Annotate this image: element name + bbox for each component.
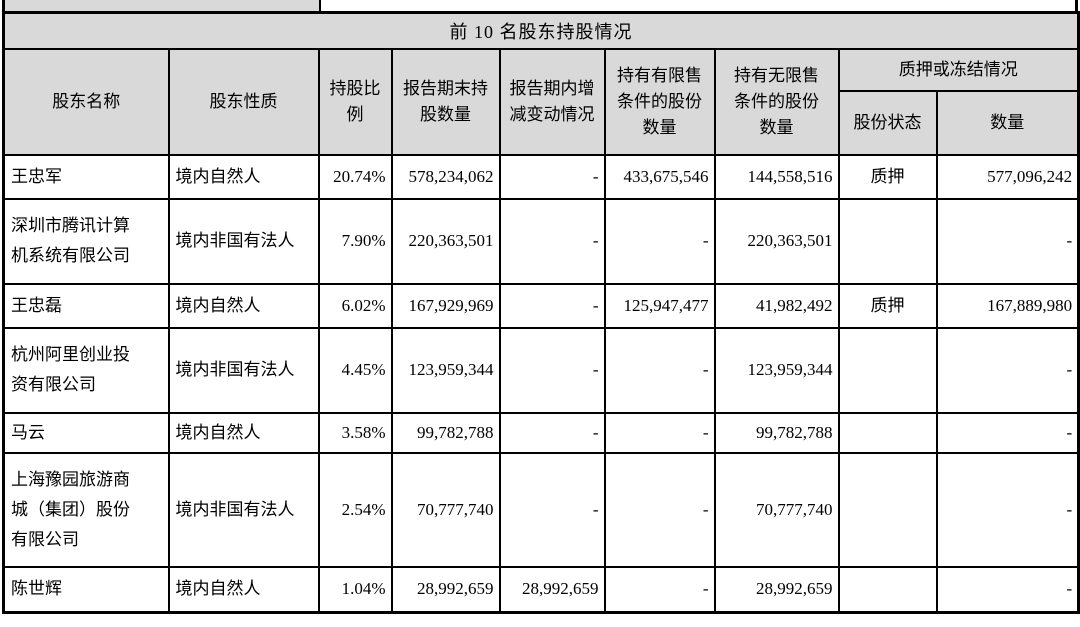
pledge-quantity-cell: 577,096,242: [935, 153, 1080, 200]
table-title: 前 10 名股东持股情况: [2, 11, 1080, 50]
header-shares-end-period: 报告期末持 股数量: [390, 47, 501, 156]
table-row: 深圳市腾讯计算 机系统有限公司 境内非国有法人 7.90% 220,363,50…: [2, 197, 1080, 285]
shareholder-nature-cell: 境内非国有法人: [167, 326, 320, 414]
table-row: 上海豫园旅游商 城（集团）股份 有限公司 境内非国有法人 2.54% 70,77…: [2, 451, 1080, 568]
table-row: 王忠磊 境内自然人 6.02% 167,929,969 - 125,947,47…: [2, 282, 1080, 329]
share-status-cell: [837, 565, 938, 614]
cutoff-table-row: [2, 0, 1078, 11]
unrestricted-shares-cell: 28,992,659: [713, 565, 840, 614]
change-cell: -: [498, 197, 606, 285]
header-row-top: 股东名称 股东性质 持股比 例 报告期末持 股数量 报告期内增 减变动情况 持有…: [2, 47, 1080, 156]
table-title-row: 前 10 名股东持股情况: [2, 11, 1080, 50]
shareholding-ratio-cell: 6.02%: [317, 282, 393, 329]
restricted-shares-cell: -: [603, 451, 716, 568]
pledge-quantity-cell: -: [935, 411, 1080, 454]
table-row: 王忠军 境内自然人 20.74% 578,234,062 - 433,675,5…: [2, 153, 1080, 200]
restricted-shares-cell: -: [603, 411, 716, 454]
pledge-quantity-cell: -: [935, 197, 1080, 285]
shareholder-nature-cell: 境内自然人: [167, 153, 320, 200]
shareholder-name-cell: 陈世辉: [2, 565, 170, 614]
restricted-shares-cell: -: [603, 326, 716, 414]
change-cell: 28,992,659: [498, 565, 606, 614]
shareholder-name-cell: 马云: [2, 411, 170, 454]
shareholder-nature-cell: 境内非国有法人: [167, 197, 320, 285]
shareholder-nature-cell: 境内自然人: [167, 282, 320, 329]
shareholder-name-cell: 上海豫园旅游商 城（集团）股份 有限公司: [2, 451, 170, 568]
table-row: 杭州阿里创业投 资有限公司 境内非国有法人 4.45% 123,959,344 …: [2, 326, 1080, 414]
shares-end-cell: 99,782,788: [390, 411, 501, 454]
shareholding-ratio-cell: 2.54%: [317, 451, 393, 568]
header-row-bottom: 股份状态 数量: [4, 89, 1080, 156]
shares-end-cell: 123,959,344: [390, 326, 501, 414]
shareholding-ratio-cell: 4.45%: [317, 326, 393, 414]
header-unrestricted-shares: 持有无限售 条件的股份 数量: [713, 47, 840, 156]
table-row: 马云 境内自然人 3.58% 99,782,788 - - 99,782,788…: [2, 411, 1080, 454]
change-cell: -: [498, 282, 606, 329]
header-share-status: 股份状态: [837, 89, 938, 156]
shareholder-name-cell: 王忠磊: [2, 282, 170, 329]
cutoff-cell-right: [321, 0, 1075, 11]
unrestricted-shares-cell: 144,558,516: [713, 153, 840, 200]
pledge-quantity-cell: -: [935, 451, 1080, 568]
shareholding-ratio-cell: 3.58%: [317, 411, 393, 454]
shareholding-ratio-cell: 20.74%: [317, 153, 393, 200]
shares-end-cell: 28,992,659: [390, 565, 501, 614]
header-shareholding-ratio: 持股比 例: [317, 47, 393, 156]
shareholder-name-cell: 深圳市腾讯计算 机系统有限公司: [2, 197, 170, 285]
header-pledge-or-freeze: 质押或冻结情况: [837, 47, 1080, 92]
header-pledge-quantity: 数量: [935, 89, 1080, 156]
shareholding-ratio-cell: 1.04%: [317, 565, 393, 614]
shareholder-name-cell: 杭州阿里创业投 资有限公司: [2, 326, 170, 414]
pledge-quantity-cell: 167,889,980: [935, 282, 1080, 329]
share-status-cell: 质押: [837, 153, 938, 200]
header-restricted-shares: 持有有限售 条件的股份 数量: [603, 47, 716, 156]
restricted-shares-cell: 433,675,546: [603, 153, 716, 200]
restricted-shares-cell: -: [603, 565, 716, 614]
shareholder-name-cell: 王忠军: [2, 153, 170, 200]
restricted-shares-cell: 125,947,477: [603, 282, 716, 329]
header-change-in-period: 报告期内增 减变动情况: [498, 47, 606, 156]
unrestricted-shares-cell: 220,363,501: [713, 197, 840, 285]
shareholder-nature-cell: 境内自然人: [167, 565, 320, 614]
unrestricted-shares-cell: 123,959,344: [713, 326, 840, 414]
change-cell: -: [498, 153, 606, 200]
change-cell: -: [498, 326, 606, 414]
share-status-cell: 质押: [837, 282, 938, 329]
share-status-cell: [837, 326, 938, 414]
shares-end-cell: 578,234,062: [390, 153, 501, 200]
share-status-cell: [837, 411, 938, 454]
pledge-quantity-cell: -: [935, 565, 1080, 614]
restricted-shares-cell: -: [603, 197, 716, 285]
change-cell: -: [498, 411, 606, 454]
shareholding-ratio-cell: 7.90%: [317, 197, 393, 285]
header-shareholder-name: 股东名称: [2, 47, 170, 156]
shareholder-nature-cell: 境内自然人: [167, 411, 320, 454]
cutoff-cell-left: [5, 0, 321, 11]
unrestricted-shares-cell: 41,982,492: [713, 282, 840, 329]
unrestricted-shares-cell: 99,782,788: [713, 411, 840, 454]
change-cell: -: [498, 451, 606, 568]
shares-end-cell: 220,363,501: [390, 197, 501, 285]
pledge-quantity-cell: -: [935, 326, 1080, 414]
table-row: 陈世辉 境内自然人 1.04% 28,992,659 28,992,659 - …: [2, 565, 1080, 614]
shares-end-cell: 167,929,969: [390, 282, 501, 329]
shareholder-nature-cell: 境内非国有法人: [167, 451, 320, 568]
shares-end-cell: 70,777,740: [390, 451, 501, 568]
unrestricted-shares-cell: 70,777,740: [713, 451, 840, 568]
header-shareholder-nature: 股东性质: [167, 47, 320, 156]
share-status-cell: [837, 451, 938, 568]
top10-shareholders-table: 前 10 名股东持股情况 股东名称 股东性质 持股比 例 报告期末持 股数量 报…: [2, 11, 1080, 614]
share-status-cell: [837, 197, 938, 285]
